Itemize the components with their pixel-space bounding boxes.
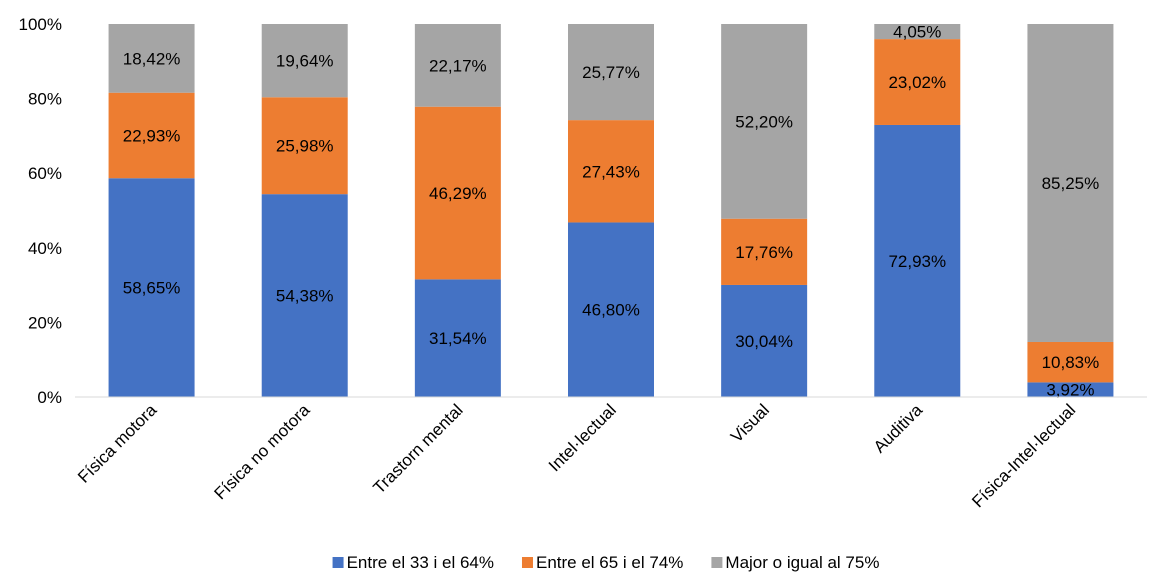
- data-label: 27,43%: [582, 162, 640, 181]
- data-label: 46,29%: [429, 184, 487, 203]
- legend-swatch: [332, 557, 344, 568]
- y-tick-label: 40%: [28, 239, 62, 258]
- x-tick-label: Física-Intel·lectual: [968, 400, 1079, 511]
- x-tick-label: Trastorn mental: [370, 400, 467, 497]
- data-label: 72,93%: [888, 252, 946, 271]
- data-label: 17,76%: [735, 243, 793, 262]
- bar-segment: [721, 284, 808, 397]
- bar-segment: [414, 279, 501, 397]
- data-label: 54,38%: [276, 287, 334, 306]
- bar-segment: [414, 106, 501, 280]
- data-label: 23,02%: [888, 73, 946, 92]
- bar-segment: [261, 24, 348, 98]
- data-label: 3,92%: [1046, 381, 1094, 400]
- data-label: 10,83%: [1042, 353, 1100, 372]
- bar-segment: [721, 24, 808, 219]
- legend-label: Entre el 33 i el 64%: [347, 553, 494, 572]
- data-label: 31,54%: [429, 329, 487, 348]
- data-label: 85,25%: [1042, 174, 1100, 193]
- bar-segment: [108, 178, 195, 397]
- data-label: 18,42%: [123, 49, 181, 68]
- x-tick-label: Auditiva: [870, 400, 927, 457]
- bar-segment: [261, 97, 348, 195]
- bar-segment: [1027, 382, 1114, 397]
- bar-segment: [874, 39, 961, 125]
- bar-segment: [1027, 24, 1114, 342]
- data-label: 22,17%: [429, 56, 487, 75]
- x-tick-label: Física no motora: [211, 400, 314, 503]
- data-label: 25,98%: [276, 137, 334, 156]
- y-tick-label: 60%: [28, 164, 62, 183]
- data-label: 25,77%: [582, 63, 640, 82]
- bar-segment: [568, 222, 654, 397]
- y-tick-label: 100%: [19, 15, 62, 34]
- x-tick-label: Intel·lectual: [545, 400, 620, 475]
- x-axis: Física motora Física no motora Trastorn me…: [74, 396, 1147, 511]
- legend: Entre el 33 i el 64% Entre el 65 i el 74%…: [332, 553, 879, 572]
- legend-label: Major o igual al 75%: [725, 553, 879, 572]
- y-axis: 0% 20% 40% 60% 80% 100%: [19, 15, 62, 407]
- y-tick-label: 0%: [37, 388, 62, 407]
- data-label: 19,64%: [276, 52, 334, 71]
- bar-segment: [261, 194, 348, 397]
- data-label: 4,05%: [893, 23, 941, 42]
- x-tick-label: Visual: [727, 400, 773, 446]
- data-label: 22,93%: [123, 126, 181, 145]
- data-label: 30,04%: [735, 332, 793, 351]
- data-label: 52,20%: [735, 112, 793, 131]
- bar-segment: [1027, 341, 1114, 383]
- bar-segment: [568, 24, 654, 121]
- bar-segment: [568, 120, 654, 223]
- data-label: 58,65%: [123, 279, 181, 298]
- bars: 58,65% 22,93% 18,42% 54,38% 25,98% 19,64% 31,5…: [108, 23, 1114, 400]
- bar-segment: [414, 24, 501, 107]
- legend-label: Entre el 65 i el 74%: [536, 553, 683, 572]
- y-tick-label: 80%: [28, 90, 62, 109]
- bar-segment: [874, 124, 961, 397]
- y-tick-label: 20%: [28, 313, 62, 332]
- bar-segment: [108, 92, 195, 179]
- legend-item: Entre el 65 i el 74%: [521, 553, 683, 572]
- x-tick-label: Física motora: [74, 400, 161, 487]
- legend-swatch: [521, 557, 533, 568]
- data-label: 46,80%: [582, 301, 640, 320]
- legend-item: Entre el 33 i el 64%: [332, 553, 494, 572]
- legend-item: Major o igual al 75%: [711, 553, 879, 572]
- bar-segment: [108, 24, 195, 93]
- bar-segment: [874, 24, 961, 40]
- legend-swatch: [711, 557, 723, 568]
- bar-segment: [721, 218, 808, 285]
